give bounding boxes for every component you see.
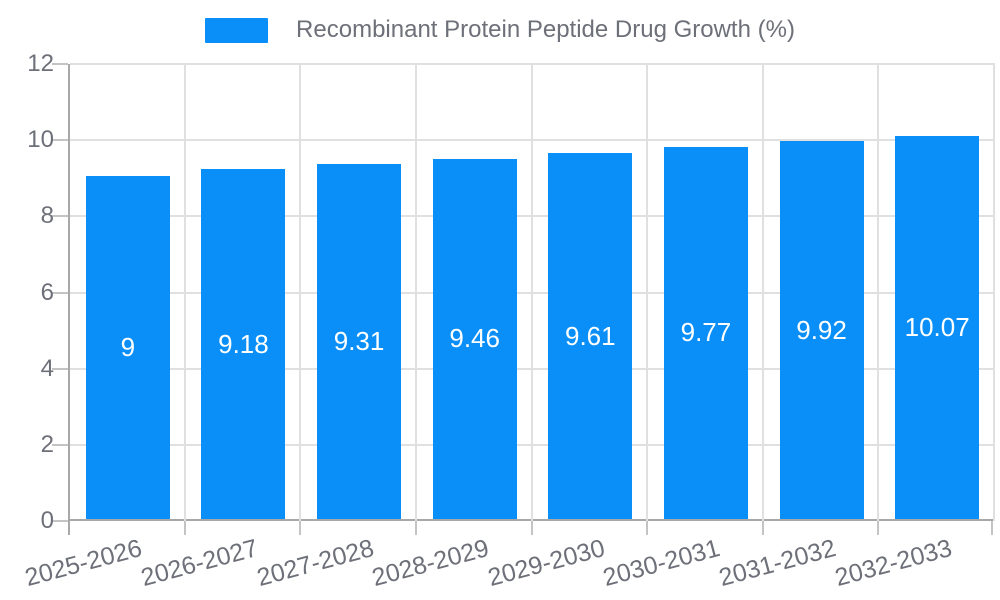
legend-swatch xyxy=(205,17,269,43)
x-axis-tick-label: 2030-2031 xyxy=(600,534,724,592)
bar[interactable]: 9 xyxy=(85,176,170,519)
v-gridline xyxy=(183,64,186,521)
x-axis-tick xyxy=(530,521,533,535)
h-gridline xyxy=(70,443,995,446)
plot-area: 9 9.18 9.31 9.46 9.61 9.77 9.92 10.07 xyxy=(68,63,995,521)
x-axis-tick-label: 2031-2032 xyxy=(716,534,839,592)
bar[interactable]: 10.07 xyxy=(895,135,980,519)
y-axis-tick-label: 6 xyxy=(40,278,54,306)
bar-value-label: 9.46 xyxy=(449,323,500,354)
v-gridline xyxy=(761,64,764,521)
y-axis-tick xyxy=(52,443,68,446)
x-axis-tick-label: 2026-2027 xyxy=(137,534,261,592)
h-gridline xyxy=(70,63,995,65)
x-axis-tick xyxy=(414,521,417,535)
y-axis-tick-label: 10 xyxy=(27,126,54,154)
h-gridline xyxy=(70,215,995,218)
v-gridline xyxy=(646,64,649,521)
bar-value-label: 9.61 xyxy=(565,320,616,351)
y-axis-tick-label: 12 xyxy=(27,50,54,77)
y-axis-tick-label: 8 xyxy=(40,202,54,230)
h-gridline xyxy=(70,367,995,370)
bar[interactable]: 9.61 xyxy=(548,153,633,519)
y-axis-tick xyxy=(52,291,68,294)
y-axis-tick-label: 2 xyxy=(40,430,54,458)
x-axis-tick-label: 2032-2033 xyxy=(831,534,955,592)
h-gridline xyxy=(70,139,995,142)
y-axis-tick xyxy=(52,63,68,65)
x-axis-tick xyxy=(183,521,186,535)
x-axis-tick xyxy=(299,521,302,535)
y-axis-tick-label: 4 xyxy=(40,354,54,382)
x-axis-tick xyxy=(991,521,993,535)
bar-value-label: 9.77 xyxy=(680,317,732,348)
v-gridline xyxy=(530,64,533,521)
bar-value-label: 9 xyxy=(120,332,136,363)
x-axis-tick xyxy=(877,521,880,535)
legend[interactable]: Recombinant Protein Peptide Drug Growth … xyxy=(0,16,1000,44)
v-gridline xyxy=(993,64,995,521)
v-gridline xyxy=(877,64,880,521)
x-axis-tick-label: 2027-2028 xyxy=(253,534,377,592)
y-axis-tick xyxy=(52,139,68,142)
y-axis-tick xyxy=(52,215,68,218)
x-axis-tick-label: 2028-2029 xyxy=(369,534,492,592)
legend-label: Recombinant Protein Peptide Drug Growth … xyxy=(296,16,795,43)
bar-value-label: 9.92 xyxy=(796,314,847,345)
v-gridline xyxy=(414,64,417,521)
x-axis-tick xyxy=(646,521,649,535)
bar-value-label: 10.07 xyxy=(904,311,970,342)
bar-value-label: 9.31 xyxy=(333,326,385,357)
bar[interactable]: 9.31 xyxy=(317,164,402,519)
h-gridline xyxy=(70,291,995,294)
x-axis-tick-label: 2025-2026 xyxy=(22,534,146,592)
x-axis-tick xyxy=(761,521,764,535)
bar[interactable]: 9.92 xyxy=(779,141,864,519)
x-axis-tick xyxy=(68,521,70,535)
bar-value-label: 9.18 xyxy=(218,328,269,359)
v-gridline xyxy=(299,64,302,521)
x-axis-tick-label: 2029-2030 xyxy=(484,534,608,592)
bar[interactable]: 9.77 xyxy=(663,146,748,519)
bar[interactable]: 9.46 xyxy=(432,158,517,519)
bar[interactable]: 9.18 xyxy=(201,169,286,519)
y-axis-tick xyxy=(52,367,68,370)
y-axis-tick-label: 0 xyxy=(40,507,54,534)
y-axis-tick xyxy=(52,520,68,522)
